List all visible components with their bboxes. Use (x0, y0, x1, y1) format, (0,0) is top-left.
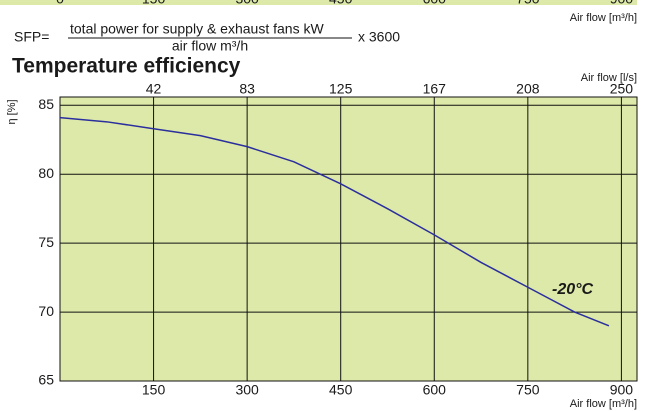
strip-ticks: 0 150 300 450 600 750 900 (56, 0, 633, 7)
x-tick-label: 600 (423, 382, 447, 398)
y-axis-label: η [%] (6, 99, 18, 124)
x-axis-label: Air flow [m³/h] (570, 398, 637, 410)
x2-tick-label: 125 (329, 81, 353, 97)
x-tick-label: 750 (516, 382, 540, 398)
y-tick-label: 75 (38, 234, 54, 250)
formula-numerator: total power for supply & exhaust fans kW (70, 21, 324, 37)
strip-tick-label: 600 (423, 0, 447, 7)
x2-tick-label: 167 (423, 81, 447, 97)
x-tick-label: 300 (235, 382, 259, 398)
y-tick-label: 70 (38, 303, 54, 319)
x2-tick-label: 208 (516, 81, 540, 97)
y-tick-label: 65 (38, 372, 54, 388)
x2-tick-label: 42 (146, 81, 162, 97)
x-tick-label: 150 (142, 382, 166, 398)
strip-tick-label: 150 (142, 0, 166, 7)
line-series (59, 116, 610, 327)
formula-denominator: air flow m³/h (172, 38, 248, 54)
strip-tick-label: 900 (610, 0, 634, 7)
x2-tick-label: 250 (610, 81, 634, 97)
x-tick-label: 450 (329, 382, 353, 398)
series-label: -20°C (552, 281, 594, 298)
plot-area (59, 96, 638, 382)
y-tick-label: 80 (38, 165, 54, 181)
chart-title: Temperature efficiency (12, 55, 241, 78)
strip-tick-label: 450 (329, 0, 353, 7)
formula-lhs: SFP= (14, 29, 49, 45)
strip-tick-label: 750 (516, 0, 540, 7)
formula-factor: x 3600 (358, 29, 400, 45)
strip-x-label: Air flow [m³/h] (570, 12, 637, 24)
x2-tick-label: 83 (239, 81, 255, 97)
y-tick-label: 85 (38, 96, 54, 112)
previous-plot-strip (0, 0, 637, 5)
x2-axis-label: Air flow [l/s] (581, 72, 637, 84)
x-tick-label: 900 (610, 382, 634, 398)
strip-tick-label: 0 (56, 0, 64, 7)
strip-tick-label: 300 (235, 0, 259, 7)
